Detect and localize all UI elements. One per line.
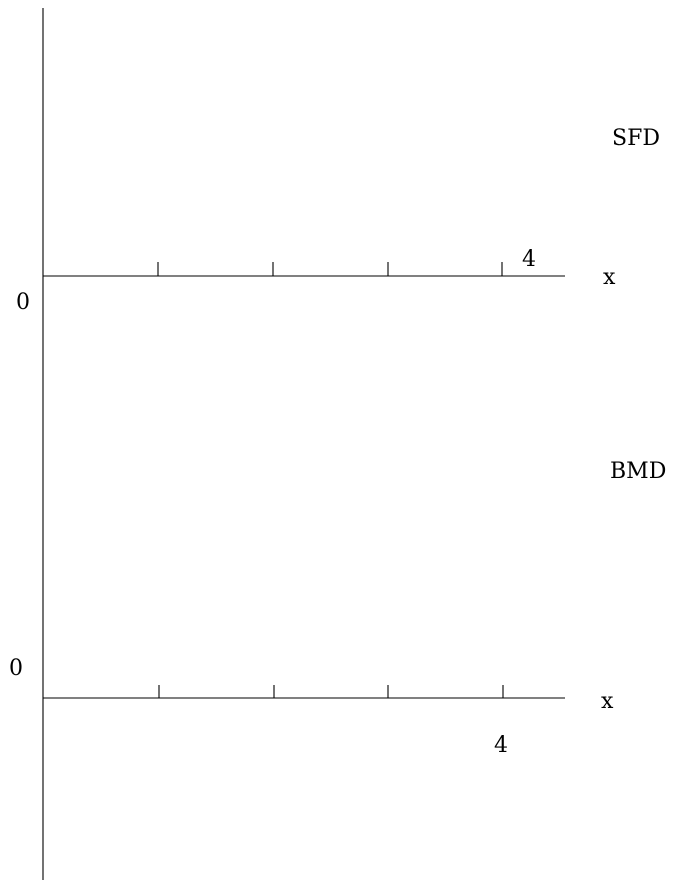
bmd-origin-label: 0 (9, 656, 23, 681)
sfd-panel: SFD 4 x 0 (16, 126, 660, 315)
sfd-title: SFD (612, 126, 660, 151)
sfd-axis-label: x (603, 265, 616, 290)
bmd-panel: BMD 0 x 4 (9, 459, 666, 758)
sfd-origin-label: 0 (16, 290, 30, 315)
bmd-axis-label: x (601, 689, 614, 714)
bmd-end-label: 4 (494, 733, 508, 758)
bmd-title: BMD (610, 459, 666, 484)
sfd-end-label: 4 (522, 247, 536, 272)
